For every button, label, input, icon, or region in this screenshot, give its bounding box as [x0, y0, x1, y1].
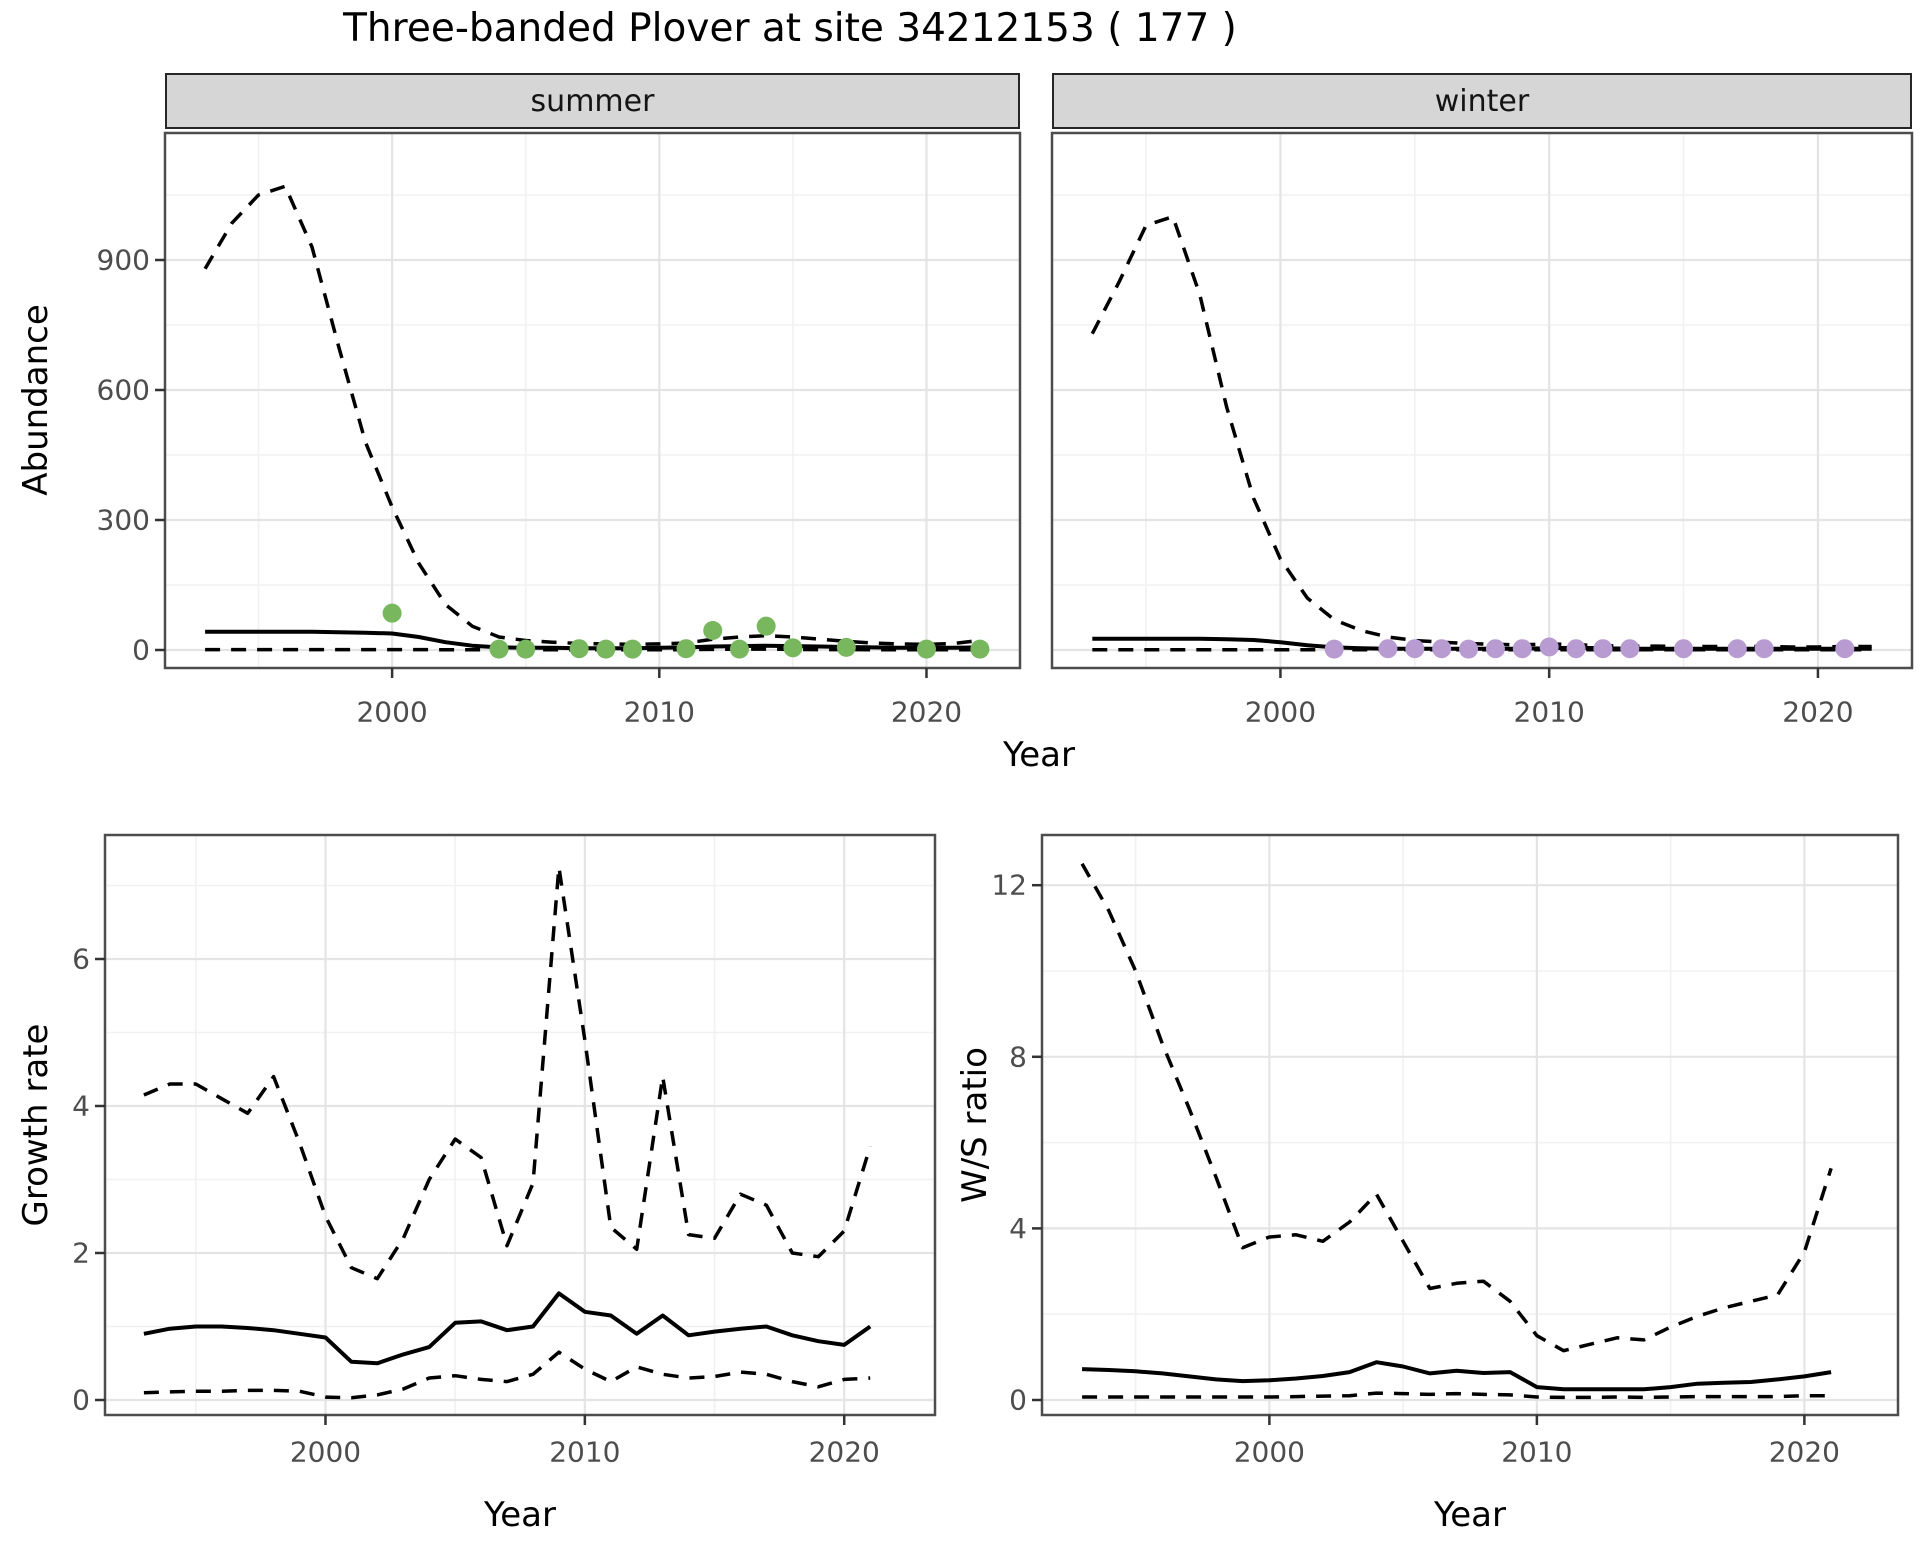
x-tick-label: 2000 [1245, 696, 1316, 729]
series-upper-ci-dashed [143, 865, 872, 1281]
y-tick-label: 600 [97, 374, 150, 407]
x-tick-label: 2020 [809, 1436, 880, 1469]
top-year-axis-label: Year [1003, 735, 1075, 775]
summer-observations-point [596, 639, 616, 659]
panel-border [163, 131, 1022, 670]
series-upper-ci-dashed [1080, 862, 1833, 1353]
summer-observations-point [516, 639, 536, 659]
x-tick-label: 2010 [624, 696, 695, 729]
ws-axis-label: W/S ratio [955, 1047, 995, 1203]
chart-title: Three-banded Plover at site 34212153 ( 1… [343, 6, 1237, 51]
winter-observations-point [1405, 639, 1425, 659]
winter-observations-point [1835, 639, 1855, 659]
y-tick-label: 4 [72, 1090, 90, 1123]
summer-observations-point [836, 637, 856, 657]
y-tick-label: 0 [72, 1384, 90, 1417]
y-tick-label: 6 [72, 943, 90, 976]
x-tick-label: 2020 [1782, 696, 1853, 729]
panel-ws-ratio: 2000 2010 2020 0 4 8 12 [991, 833, 1900, 1469]
summer-observations-point [623, 639, 643, 659]
series-upper-ci-dashed [1090, 214, 1872, 649]
series-lower-ci-dashed [1082, 1391, 1832, 1400]
summer-observations-point [382, 603, 402, 623]
summer-observations-point [970, 639, 990, 659]
growth-year-axis-label: Year [484, 1495, 556, 1535]
summer-observations-point [756, 616, 776, 636]
y-tick-label: 12 [991, 869, 1027, 902]
summer-observations-point [703, 621, 723, 640]
summer-observations-point [783, 638, 803, 658]
panel-abundance-winter: 2000 2010 2020 [1050, 131, 1914, 729]
y-tick-label: 300 [97, 504, 150, 537]
facet-strip-winter-label: winter [1434, 83, 1530, 119]
series-median-solid [143, 1291, 872, 1366]
facet-strip-summer-label: summer [530, 83, 655, 119]
winter-observations-point [1432, 639, 1452, 659]
winter-observations-point [1324, 639, 1344, 659]
summer-observations-point [916, 639, 936, 659]
y-tick-label: 2 [72, 1237, 90, 1270]
winter-observations-point [1674, 639, 1694, 659]
ws-year-axis-label: Year [1434, 1495, 1506, 1535]
winter-observations-point [1512, 639, 1532, 659]
x-tick-label: 2010 [1501, 1436, 1572, 1469]
summer-observations-point [676, 639, 696, 659]
winter-observations-point [1754, 639, 1774, 659]
series-median-solid [1082, 1360, 1832, 1392]
summer-observations-point [489, 639, 509, 659]
series-median-solid [205, 629, 980, 651]
x-tick-label: 2020 [1769, 1436, 1840, 1469]
winter-observations-point [1566, 639, 1586, 659]
x-tick-label: 2010 [549, 1436, 620, 1469]
abundance-axis-label: Abundance [16, 304, 56, 496]
panel-abundance-summer: 2000 2010 2020 0 300 600 900 [97, 131, 1022, 729]
series-upper-ci-dashed [203, 184, 981, 647]
winter-observations-point [1459, 639, 1479, 659]
winter-observations-point [1539, 637, 1559, 657]
facet-strip-winter: winter [1052, 73, 1912, 129]
x-tick-label: 2000 [290, 1436, 361, 1469]
panel-border [1040, 833, 1900, 1417]
summer-observations-point [729, 639, 749, 659]
y-tick-label: 4 [1009, 1212, 1027, 1245]
facet-strip-summer: summer [165, 73, 1020, 129]
winter-observations-point [1378, 639, 1398, 659]
winter-observations-point [1593, 639, 1613, 659]
y-tick-label: 0 [1009, 1384, 1027, 1417]
x-tick-label: 2000 [1234, 1436, 1305, 1469]
x-tick-label: 2000 [356, 696, 427, 729]
x-tick-label: 2020 [891, 696, 962, 729]
y-tick-label: 0 [132, 634, 150, 667]
y-tick-label: 8 [1009, 1040, 1027, 1073]
winter-observations-point [1620, 639, 1640, 659]
summer-observations-point [569, 639, 589, 659]
panel-border [103, 833, 937, 1417]
panel-growth-rate: 2000 2010 2020 0 2 4 6 [72, 833, 937, 1469]
growth-axis-label: Growth rate [16, 1023, 56, 1227]
winter-observations-point [1485, 639, 1505, 659]
x-tick-label: 2010 [1514, 696, 1585, 729]
winter-observations-point [1727, 639, 1747, 659]
panel-border [1050, 131, 1914, 670]
y-tick-label: 900 [97, 244, 150, 277]
series-lower-ci-dashed [143, 1350, 871, 1400]
